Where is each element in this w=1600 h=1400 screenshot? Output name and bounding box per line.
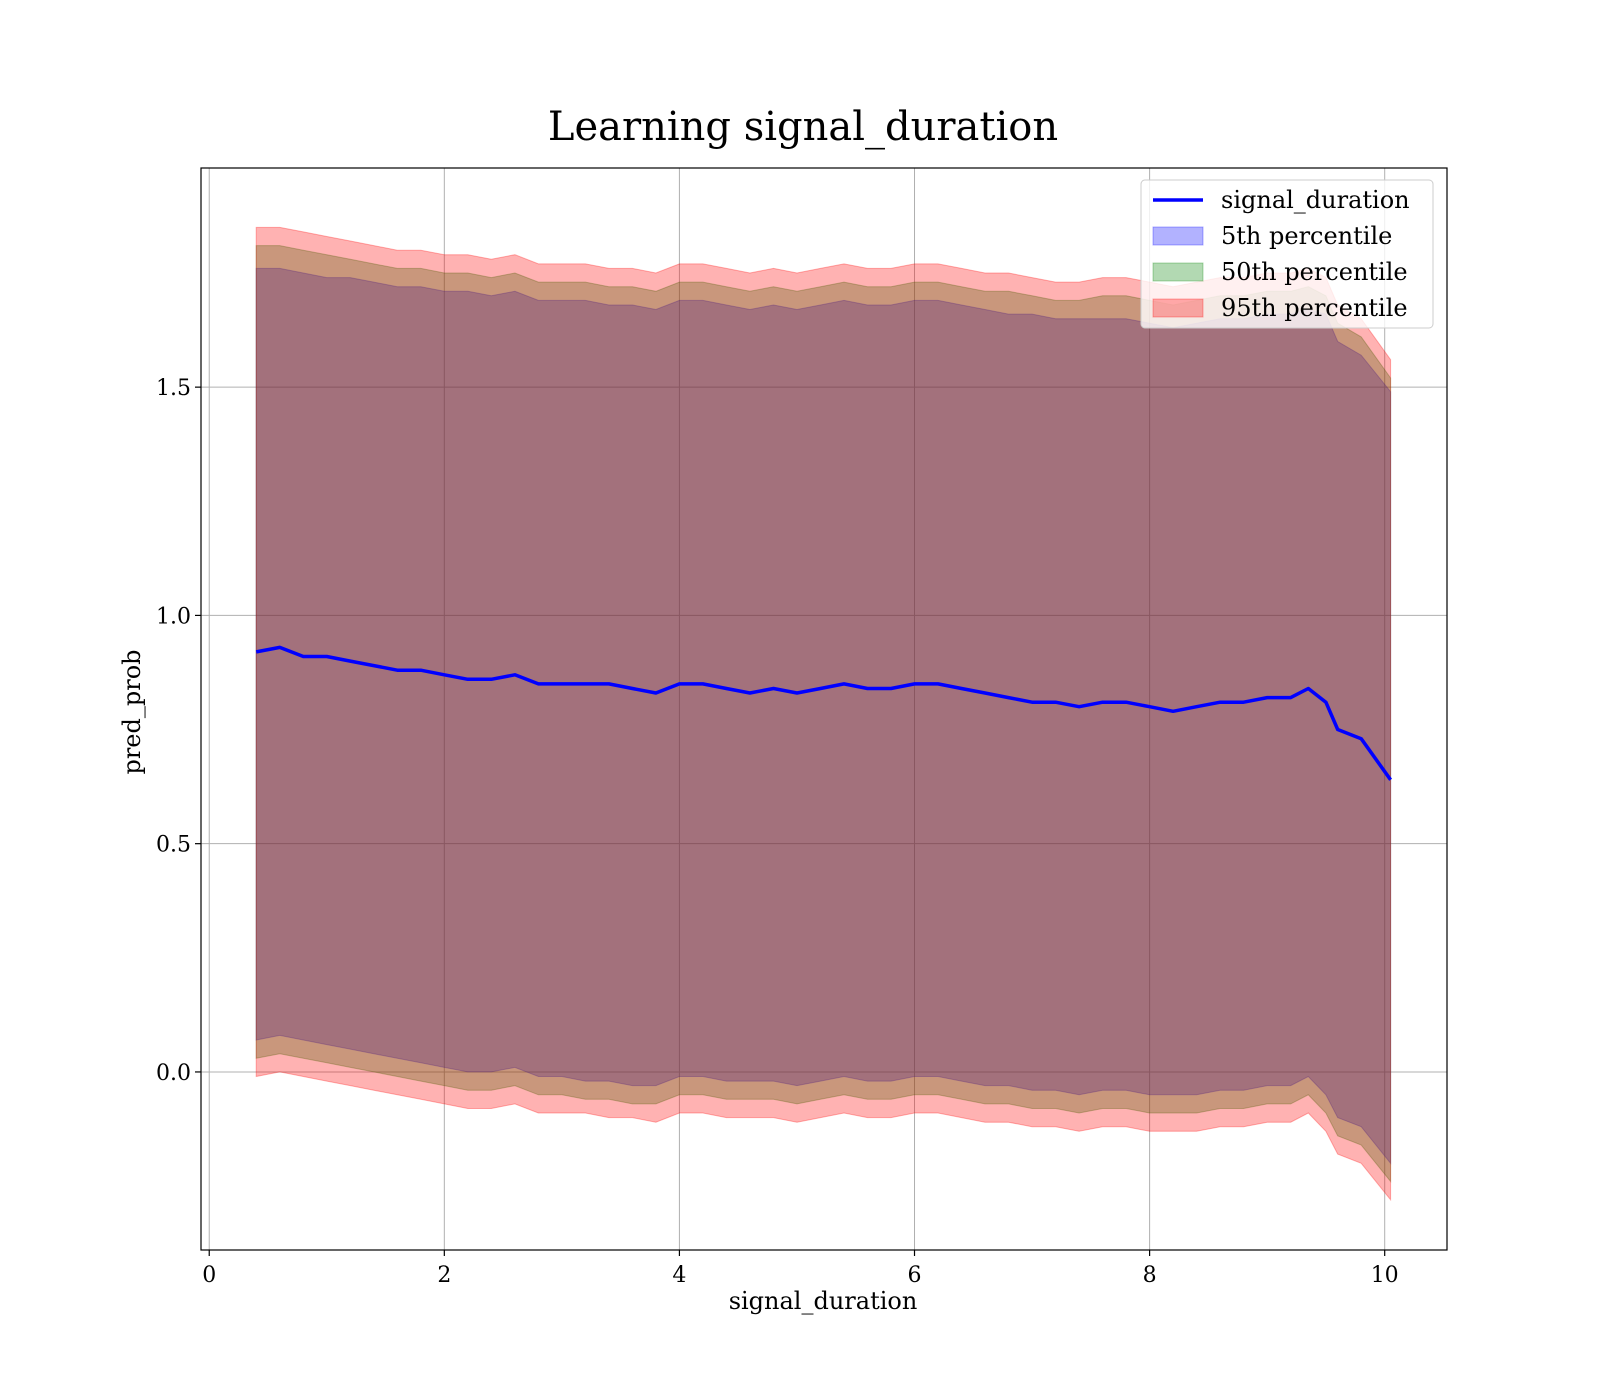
y-tick-label: 0.0 xyxy=(156,1061,191,1086)
x-tick-label: 6 xyxy=(908,1263,922,1288)
band-1 xyxy=(255,267,1392,1165)
legend-label: 50th percentile xyxy=(1221,258,1408,286)
axis-ticks: 0 2 4 6 8 10 0.0 0.5 1.0 1.5 xyxy=(156,376,1399,1288)
x-tick-label: 2 xyxy=(437,1263,451,1288)
band-3 xyxy=(255,226,1392,1202)
plot-frame xyxy=(200,167,1448,1251)
series-lines xyxy=(255,645,1393,781)
legend-label: 95th percentile xyxy=(1221,294,1408,322)
legend-band-swatch xyxy=(1152,226,1204,246)
chart-title: Learning signal_duration xyxy=(548,104,1058,150)
x-tick-label: 10 xyxy=(1371,1263,1399,1288)
legend: signal_duration 5th percentile 50th percen… xyxy=(1140,179,1434,329)
legend-label: signal_duration xyxy=(1221,186,1410,214)
legend-band-swatch xyxy=(1152,262,1204,282)
y-axis-label: pred_prob xyxy=(118,649,146,774)
legend-label: 5th percentile xyxy=(1221,222,1392,250)
band-2 xyxy=(255,245,1392,1183)
y-tick-label: 1.5 xyxy=(156,376,191,401)
y-tick-label: 1.0 xyxy=(156,604,191,629)
series-line-0 xyxy=(255,645,1393,781)
y-tick-label: 0.5 xyxy=(156,833,191,858)
x-axis-label: signal_duration xyxy=(729,1287,918,1315)
x-tick-label: 0 xyxy=(202,1263,216,1288)
percentile-bands xyxy=(255,226,1392,1202)
x-tick-label: 8 xyxy=(1143,1263,1157,1288)
x-tick-label: 4 xyxy=(672,1263,686,1288)
legend-band-swatch xyxy=(1152,298,1204,318)
grid xyxy=(201,168,1447,1250)
legend-box xyxy=(1140,179,1434,329)
